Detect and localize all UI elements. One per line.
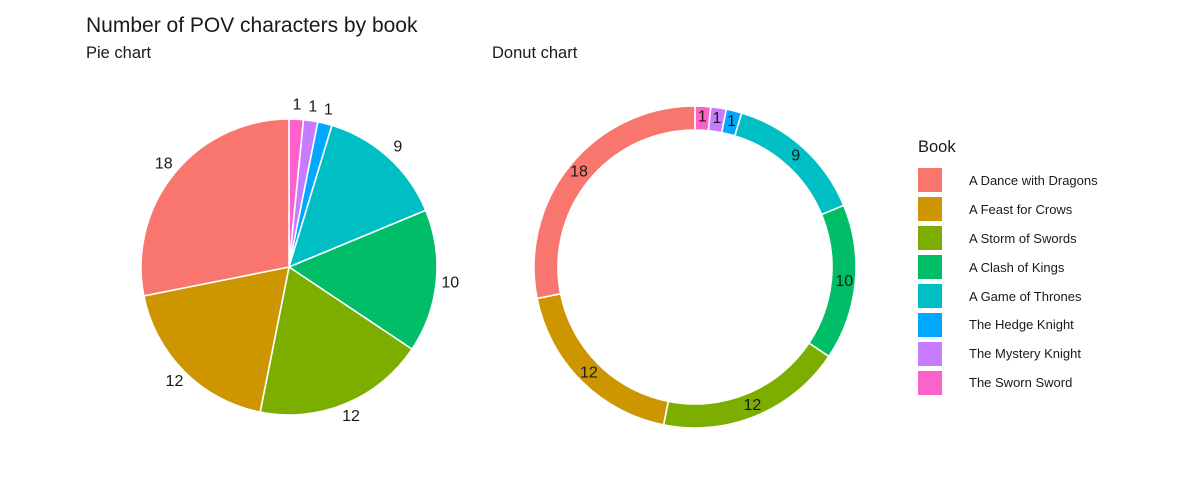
legend-item: The Mystery Knight	[918, 339, 1098, 368]
pie-value-label: 1	[292, 97, 301, 114]
donut-slice	[533, 105, 696, 300]
legend: Book A Dance with Dragons A Feast for Cro…	[918, 138, 1098, 397]
legend-item: A Clash of Kings	[918, 253, 1098, 282]
legend-item: The Hedge Knight	[918, 310, 1098, 339]
legend-label: The Hedge Knight	[969, 317, 1074, 333]
legend-swatch	[918, 284, 942, 308]
donut-value-label: 1	[713, 110, 722, 127]
legend-swatch	[918, 370, 942, 395]
pie-value-label: 1	[308, 98, 317, 115]
donut-slice	[536, 292, 670, 426]
legend-items: A Dance with Dragons A Feast for Crows A S…	[918, 166, 1098, 397]
legend-item: A Dance with Dragons	[918, 166, 1098, 195]
donut-value-label: 12	[744, 397, 762, 414]
pie-value-label: 12	[166, 373, 184, 390]
pie-value-label: 10	[441, 274, 459, 291]
legend-label: A Dance with Dragons	[969, 172, 1098, 188]
pie-value-label: 12	[342, 408, 360, 425]
legend-label: A Storm of Swords	[969, 230, 1077, 246]
pie-value-label: 18	[155, 156, 173, 173]
legend-swatch	[918, 312, 942, 337]
donut-chart-subtitle: Donut chart	[492, 44, 578, 62]
legend-item: A Feast for Crows	[918, 195, 1098, 224]
donut-value-label: 10	[835, 273, 853, 290]
pie-slice	[140, 118, 290, 297]
legend-swatch	[918, 341, 942, 366]
legend-label: A Game of Thrones	[969, 288, 1082, 304]
legend-label: The Mystery Knight	[969, 346, 1081, 362]
pie-slice	[287, 209, 438, 351]
legend-label: A Feast for Crows	[969, 201, 1073, 217]
legend-title: Book	[918, 138, 956, 156]
pie-slice	[259, 265, 414, 416]
donut-value-label: 9	[791, 147, 800, 164]
pie-value-label: 9	[393, 138, 402, 155]
donut-slice	[733, 111, 845, 216]
legend-item: A Storm of Swords	[918, 224, 1098, 253]
legend-label: The Sworn Sword	[969, 375, 1073, 391]
pie-chart-subtitle: Pie chart	[86, 44, 152, 62]
legend-item: The Sworn Sword	[918, 368, 1098, 397]
pie-slice	[287, 124, 427, 269]
legend-swatch	[918, 226, 942, 251]
legend-item: A Game of Thrones	[918, 282, 1098, 311]
donut-value-label: 1	[727, 113, 736, 130]
donut-value-label: 18	[570, 163, 588, 180]
donut-value-label: 12	[580, 365, 598, 382]
chart-title: Number of POV characters by book	[86, 14, 418, 37]
pie-slice	[142, 265, 291, 414]
legend-swatch	[918, 168, 942, 193]
legend-swatch	[918, 255, 942, 280]
legend-label: A Clash of Kings	[969, 259, 1065, 275]
donut-value-label: 1	[698, 109, 707, 126]
legend-swatch	[918, 197, 942, 222]
donut-slice	[662, 342, 830, 429]
pie-value-label: 1	[324, 101, 333, 118]
